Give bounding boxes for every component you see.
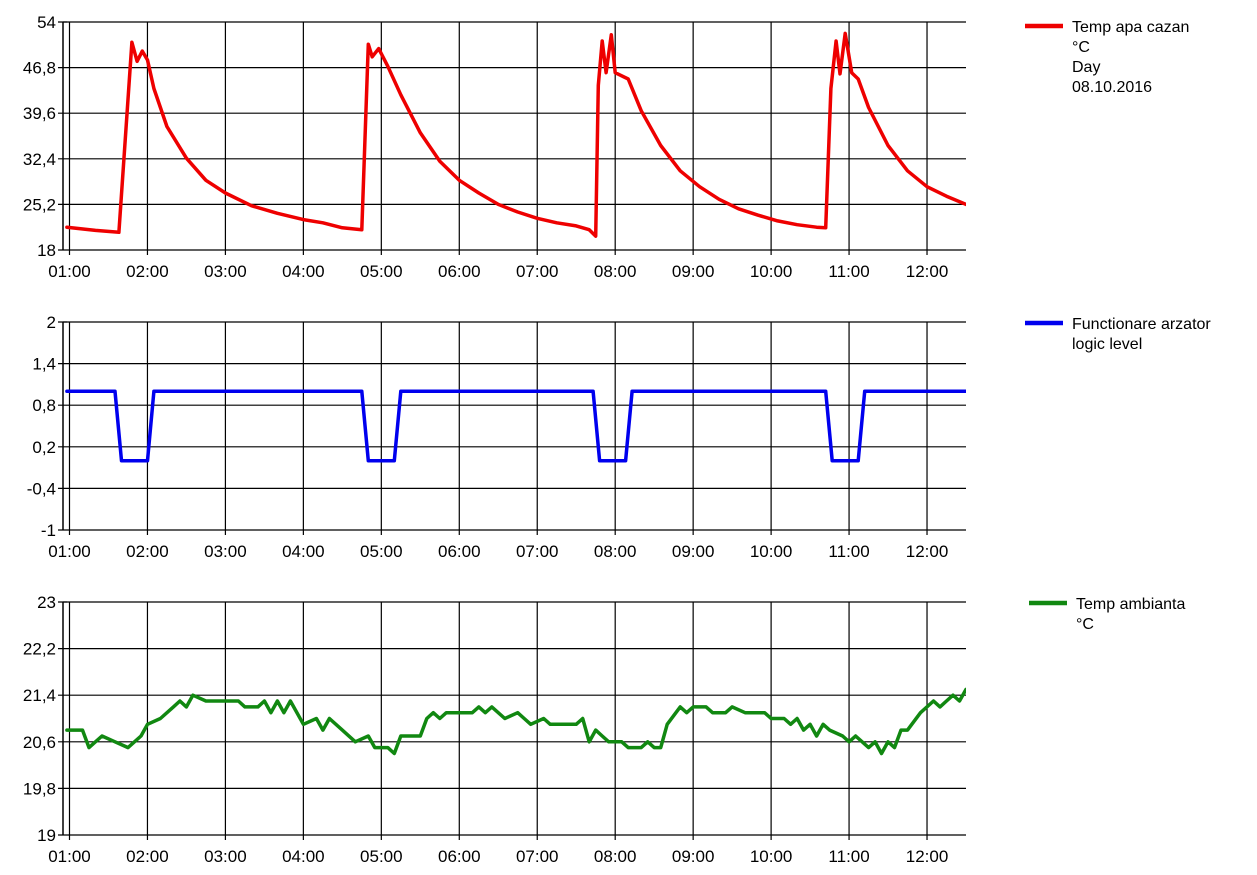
x-tick-label: 08:00 — [594, 847, 637, 866]
y-tick-label: -1 — [41, 521, 56, 540]
x-tick-label: 08:00 — [594, 262, 637, 281]
x-tick-label: 12:00 — [906, 847, 949, 866]
chart-panel-3: 23 22,2 21,4 20,6 19,8 19 01:00 02:00 03:00 04:00… — [23, 593, 1186, 866]
x-tick-label: 01:00 — [48, 262, 91, 281]
y-tick-label: 20,6 — [23, 733, 56, 752]
x-tick-label: 04:00 — [282, 542, 325, 561]
x-tick-label: 05:00 — [360, 262, 403, 281]
x-tick-label: 02:00 — [126, 847, 169, 866]
y-tick-label: 18 — [37, 241, 56, 260]
x-tick-label: 01:00 — [48, 847, 91, 866]
series-line — [65, 31, 966, 238]
x-tick-label: 09:00 — [672, 542, 715, 561]
chart-panel-2: 2 1,4 0,8 0,2 -0,4 -1 01:00 02:00 03:00 04:00 05:0… — [27, 313, 1212, 561]
x-tick-label: 12:00 — [906, 542, 949, 561]
x-tick-label: 02:00 — [126, 262, 169, 281]
legend-label: °C — [1072, 39, 1090, 56]
y-tick-label: -0,4 — [27, 479, 56, 498]
y-tick-label: 54 — [37, 13, 56, 32]
x-tick-label: 11:00 — [828, 262, 869, 281]
chart-panel-1: 54 46,8 39,6 32,4 25,2 18 01:00 02:00 03:00 04:00… — [23, 13, 1190, 281]
x-tick-label: 09:00 — [672, 847, 715, 866]
legend-label: 08.10.2016 — [1072, 79, 1152, 96]
x-tick-label: 06:00 — [438, 542, 481, 561]
legend-label: Temp apa cazan — [1072, 19, 1189, 36]
x-tick-label: 10:00 — [750, 262, 793, 281]
x-tick-label: 11:00 — [828, 847, 869, 866]
y-tick-label: 19,8 — [23, 779, 56, 798]
x-tick-label: 08:00 — [594, 542, 637, 561]
x-tick-label: 07:00 — [516, 847, 559, 866]
series-line — [65, 687, 966, 756]
y-tick-label: 25,2 — [23, 195, 56, 214]
x-tick-label: 07:00 — [516, 542, 559, 561]
x-tick-label: 01:00 — [48, 542, 91, 561]
x-tick-label: 07:00 — [516, 262, 559, 281]
y-tick-label: 46,8 — [23, 59, 56, 78]
series-line — [65, 389, 966, 463]
x-tick-label: 04:00 — [282, 847, 325, 866]
y-tick-label: 32,4 — [23, 150, 56, 169]
x-tick-label: 03:00 — [204, 262, 247, 281]
y-tick-label: 23 — [37, 593, 56, 612]
x-tick-label: 02:00 — [126, 542, 169, 561]
x-tick-label: 11:00 — [828, 542, 869, 561]
y-tick-label: 0,2 — [32, 438, 56, 457]
x-tick-label: 12:00 — [906, 262, 949, 281]
y-tick-label: 22,2 — [23, 640, 56, 659]
x-tick-label: 10:00 — [750, 542, 793, 561]
x-tick-label: 05:00 — [360, 542, 403, 561]
y-tick-label: 0,8 — [32, 396, 56, 415]
x-tick-label: 06:00 — [438, 262, 481, 281]
legend-label: °C — [1076, 616, 1094, 633]
y-tick-label: 21,4 — [23, 686, 56, 705]
x-tick-label: 09:00 — [672, 262, 715, 281]
x-tick-label: 03:00 — [204, 542, 247, 561]
x-tick-label: 04:00 — [282, 262, 325, 281]
legend-label: Temp ambianta — [1076, 596, 1185, 613]
y-tick-label: 1,4 — [32, 355, 56, 374]
x-tick-label: 06:00 — [438, 847, 481, 866]
legend-label: logic level — [1072, 336, 1142, 353]
x-tick-label: 03:00 — [204, 847, 247, 866]
x-tick-label: 05:00 — [360, 847, 403, 866]
x-tick-label: 10:00 — [750, 847, 793, 866]
legend-label: Day — [1072, 59, 1100, 76]
y-tick-label: 19 — [37, 826, 56, 845]
y-tick-label: 39,6 — [23, 104, 56, 123]
y-tick-label: 2 — [47, 313, 56, 332]
legend-label: Functionare arzator — [1072, 316, 1211, 333]
